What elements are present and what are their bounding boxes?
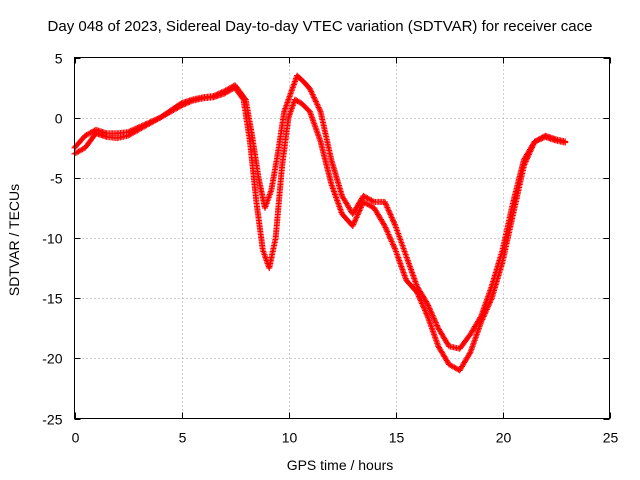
data-point-segment [274,110,287,157]
data-point-segment [392,223,409,258]
data-point-segment [317,138,334,186]
data-point-segment [82,131,98,151]
data-point-segment [424,301,441,330]
y-tick-label: -25 [42,412,62,428]
data-point-segment [328,156,345,198]
data-point-segment [294,72,306,84]
data-point-segment [381,198,398,228]
data-point-segment [328,180,345,216]
data-point-segment [247,138,260,204]
data-point-segment [488,260,506,302]
data-point-segment [272,164,285,241]
data-point-segment [266,236,279,272]
data-point-segment [240,96,253,144]
data-point-segment [232,84,246,102]
x-tick-label: 25 [603,430,619,446]
data-point-segment [279,116,292,169]
data-point-segment [349,194,366,217]
data-point-segment [520,140,537,169]
data-point-segment [413,283,430,306]
y-tick-label: 5 [55,51,63,67]
data-point-segment [253,198,266,252]
data-point-segment [360,192,376,205]
data-point-segment [467,320,484,356]
data-point-segment [403,277,419,295]
axis-ticks: 0 5 10 15 20 25 5 0 -5 -10 -15 -20 -25 [42,51,618,446]
y-tick-label: -20 [42,351,62,367]
data-point-segment [413,289,430,318]
data-point-segment [339,210,355,228]
data-point-segment [178,98,194,109]
series-track-a [71,72,569,352]
x-tick-label: 0 [72,430,80,446]
series-track-b [71,84,569,374]
y-tick-label: -10 [42,231,62,247]
chart-title: Day 048 of 2023, Sidereal Day-to-day VTE… [47,18,593,35]
data-point-segment [392,247,409,282]
data-point-segment [403,253,420,288]
data-point-segment [306,108,324,144]
data-point-segment [424,313,441,348]
y-tick-label: 0 [55,111,63,127]
data-point-segment [360,198,376,211]
grid-lines [74,57,610,419]
data-point-segment [478,296,495,326]
data-point-segment [249,132,262,180]
x-tick-label: 20 [496,430,512,446]
x-tick-label: 5 [179,430,187,446]
data-point-segment [146,115,162,126]
data-point-segment [167,103,184,115]
data-point-segment [135,120,152,131]
data-point-segment [371,204,387,228]
data-point-segment [349,200,366,229]
data-point-segment [300,78,312,91]
data-marks [71,72,569,374]
data-point-segment [381,223,398,252]
x-axis-label: GPS time / hours [286,457,394,473]
y-tick-label: -5 [50,171,63,187]
x-tick-label: 10 [282,430,298,446]
data-point-segment [285,98,298,121]
data-point-segment [456,332,473,352]
x-tick-label: 15 [389,430,405,446]
data-point-segment [262,188,274,211]
data-point-segment [467,314,484,338]
data-point-segment [553,137,569,146]
data-point-segment [268,152,281,193]
data-point-segment [281,92,294,115]
data-point-segment [287,74,300,97]
data-point-segment [157,109,173,121]
data-point-segment [435,325,452,348]
data-point-segment [510,164,527,217]
y-tick-label: -15 [42,291,62,307]
data-point-segment [125,124,141,136]
data-point-segment [298,100,312,114]
data-point-segment [499,212,516,266]
data-point-segment [291,96,304,106]
data-point-segment [456,350,473,374]
data-point-segment [435,343,452,367]
data-point-segment [317,108,334,162]
data-point-segment [306,85,323,114]
